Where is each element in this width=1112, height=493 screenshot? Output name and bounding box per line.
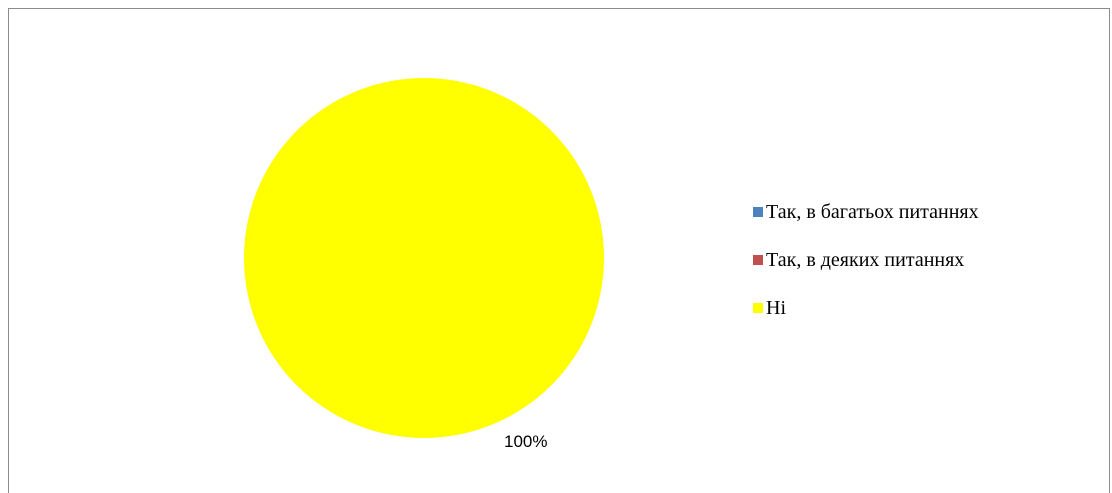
chart-frame: 100% Так, в багатьох питаннях Так, в дея… (8, 8, 1110, 493)
legend-label-deiakykh: Так, в деяких питаннях (766, 249, 965, 271)
pie-chart: 100% (244, 78, 604, 451)
legend-item-ni: Ні (753, 293, 979, 341)
chart-legend: Так, в багатьох питаннях Так, в деяких п… (753, 197, 979, 341)
legend-swatch-bahatokh-icon (753, 207, 763, 217)
legend-label-ni: Ні (766, 297, 786, 319)
legend-label-bahatokh: Так, в багатьох питаннях (766, 201, 979, 223)
legend-swatch-deiakykh-icon (753, 255, 763, 265)
legend-item-bahatokh: Так, в багатьох питаннях (753, 197, 979, 245)
pie-slice-ni (244, 78, 604, 438)
legend-item-deiakykh: Так, в деяких питаннях (753, 245, 979, 293)
data-label-ni: 100% (504, 432, 547, 451)
legend-swatch-ni-icon (753, 303, 763, 313)
